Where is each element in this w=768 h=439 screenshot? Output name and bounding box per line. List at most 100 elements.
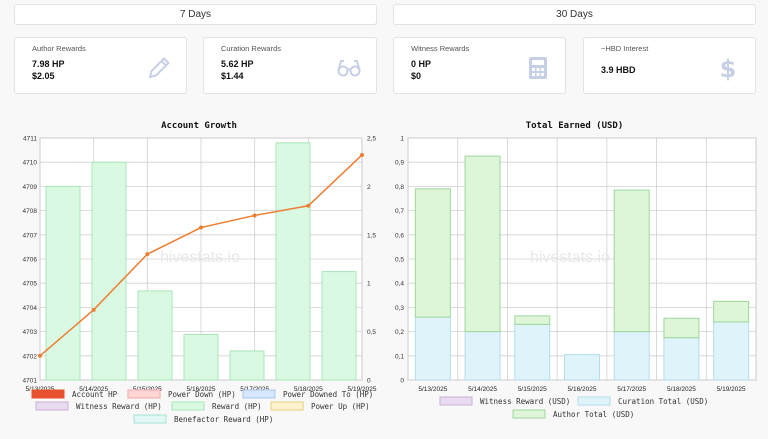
account-hp-point	[145, 252, 150, 257]
card-value-usd: $2.05	[32, 71, 55, 81]
y-tick-label: 0,2	[395, 329, 404, 336]
y-left-tick-label: 4709	[23, 184, 38, 191]
card-value-hp: 5.62 HP	[221, 59, 254, 69]
legend-label: Curation Total (USD)	[618, 397, 708, 406]
card-value-usd: $0	[411, 71, 422, 81]
x-tick-label: 5/16/2025	[187, 386, 216, 393]
card-value-hbd: 3.9 HBD	[601, 65, 636, 75]
y-right-tick-label: 2,5	[367, 136, 376, 143]
curation-bar	[514, 323, 551, 381]
reward-bar	[45, 185, 81, 381]
y-right-tick-label: 0	[367, 378, 371, 385]
curation-bar	[613, 331, 650, 381]
curation-bar	[414, 316, 451, 381]
card-label: Curation Rewards	[221, 44, 282, 53]
witness-rewards-card: Witness Rewards 0 HP $0	[393, 37, 566, 94]
legend-label: Author Total (USD)	[553, 410, 634, 419]
y-tick-label: 0,6	[395, 232, 404, 239]
y-tick-label: 0,8	[395, 184, 404, 191]
period-7-days-button[interactable]: 7 Days	[14, 4, 377, 25]
y-right-tick-label: 0,5	[367, 329, 376, 336]
account-hp-point	[199, 225, 203, 230]
chart-title-account-growth: Account Growth	[161, 121, 237, 131]
y-left-tick-label: 4710	[23, 160, 38, 167]
watermark: hivestats.io	[160, 249, 240, 266]
author-rewards-card: Author Rewards 7.98 HP $2.05	[14, 37, 187, 94]
y-tick-label: 0,4	[395, 281, 404, 288]
reward-bar	[91, 161, 127, 381]
account-hp-point	[91, 307, 96, 312]
legend-swatch	[577, 396, 611, 406]
y-left-tick-label: 4707	[23, 232, 38, 239]
y-tick-label: 0,7	[395, 208, 404, 215]
legend-label: Witness Reward (HP)	[76, 402, 162, 411]
y-left-tick-label: 4706	[23, 257, 38, 264]
x-tick-label: 5/13/2025	[418, 386, 447, 393]
card-value-usd: $1.44	[221, 71, 244, 81]
legend-label: Power Downed To (HP)	[283, 390, 373, 399]
x-tick-label: 5/18/2025	[667, 386, 696, 393]
legend-label: Benefactor Reward (HP)	[174, 415, 273, 424]
legend-swatch	[133, 414, 167, 424]
y-tick-label: 0,5	[395, 257, 404, 264]
y-right-tick-label: 1,5	[367, 232, 376, 239]
x-tick-label: 5/19/2025	[717, 386, 746, 393]
card-label: Author Rewards	[32, 44, 86, 53]
x-tick-label: 5/19/2025	[348, 386, 377, 393]
pencil-icon	[148, 57, 170, 79]
x-tick-label: 5/18/2025	[294, 386, 323, 393]
account-hp-point	[38, 353, 42, 358]
legend-label: Power Down (HP)	[168, 390, 236, 399]
card-value-hp: 7.98 HP	[32, 59, 65, 69]
author-bar	[613, 189, 650, 333]
calculator-icon	[529, 57, 547, 79]
x-tick-label: 5/15/2025	[518, 386, 547, 393]
reward-bar	[183, 334, 219, 381]
y-tick-label: 0,3	[395, 305, 404, 312]
hbd-interest-card: ~HBD Interest 3.9 HBD $	[583, 37, 756, 94]
curation-bar	[564, 354, 600, 381]
x-tick-label: 5/16/2025	[568, 386, 597, 393]
legend-swatch	[512, 409, 546, 419]
y-left-tick-label: 4701	[23, 378, 38, 385]
x-tick-label: 5/14/2025	[79, 386, 108, 393]
card-label: ~HBD Interest	[601, 44, 649, 53]
account-hp-point	[360, 152, 364, 157]
card-label: Witness Rewards	[411, 44, 470, 53]
y-tick-label: 0,1	[395, 353, 404, 360]
curation-rewards-card: Curation Rewards 5.62 HP $1.44	[203, 37, 377, 94]
author-bar	[713, 300, 750, 323]
svg-text:$: $	[720, 55, 737, 81]
legend-swatch	[31, 389, 65, 399]
curation-bar	[464, 331, 501, 381]
y-left-tick-label: 4703	[23, 329, 38, 336]
account-hp-point	[306, 203, 311, 208]
watermark: hivestats.io	[530, 249, 610, 266]
legend-label: Witness Reward (USD)	[480, 397, 570, 406]
dollar-icon: $	[720, 55, 737, 81]
author-bar	[464, 155, 501, 333]
y-tick-label: 0	[400, 378, 404, 385]
author-bar	[663, 317, 700, 339]
curation-bar	[663, 337, 700, 381]
chart-title-total-earned: Total Earned (USD)	[525, 121, 624, 131]
x-tick-label: 5/17/2025	[617, 386, 646, 393]
reward-bar	[321, 271, 357, 381]
author-bar	[414, 188, 451, 318]
legend-swatch	[242, 389, 276, 399]
reward-bar	[229, 350, 265, 381]
glasses-icon	[337, 60, 361, 77]
legend-label: Account HP	[72, 390, 118, 399]
curation-bar	[713, 321, 750, 381]
legend-swatch	[171, 401, 205, 411]
x-tick-label: 5/14/2025	[468, 386, 497, 393]
y-tick-label: 0,9	[395, 160, 404, 167]
y-right-tick-label: 1	[367, 281, 371, 288]
account-hp-point	[252, 213, 257, 218]
period-30-days-button[interactable]: 30 Days	[393, 4, 756, 25]
y-left-tick-label: 4708	[23, 208, 38, 215]
legend-swatch	[439, 396, 473, 406]
y-left-tick-label: 4702	[23, 353, 38, 360]
